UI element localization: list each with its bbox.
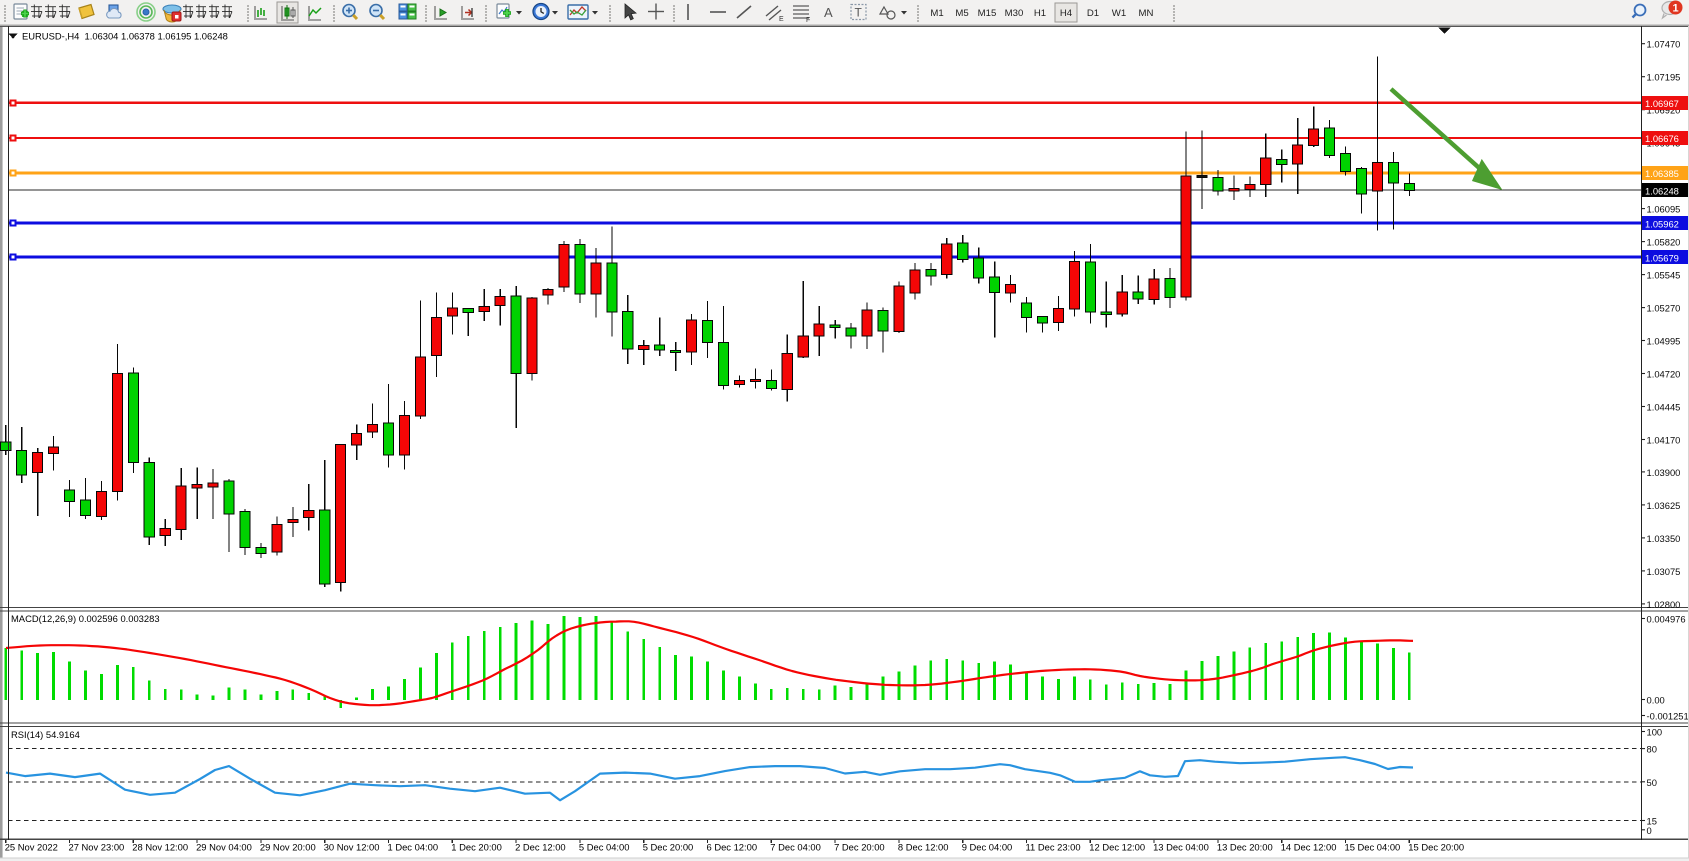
svg-text:6 Dec 12:00: 6 Dec 12:00 [707, 842, 758, 853]
svg-text:15 Dec 20:00: 15 Dec 20:00 [1408, 842, 1464, 853]
svg-text:A: A [824, 5, 833, 20]
svg-text:5 Dec 04:00: 5 Dec 04:00 [579, 842, 630, 853]
svg-text:13 Dec 20:00: 13 Dec 20:00 [1217, 842, 1273, 853]
svg-text:14 Dec 12:00: 14 Dec 12:00 [1281, 842, 1337, 853]
svg-text:1.04170: 1.04170 [1647, 435, 1681, 446]
svg-text:28 Nov 12:00: 28 Nov 12:00 [132, 842, 188, 853]
svg-text:0.004976: 0.004976 [1647, 614, 1686, 625]
svg-text:1.06248: 1.06248 [1645, 185, 1679, 196]
svg-text:9 Dec 04:00: 9 Dec 04:00 [962, 842, 1013, 853]
svg-text:W1: W1 [1112, 8, 1126, 19]
svg-text:D1: D1 [1087, 8, 1099, 19]
svg-text:1.05679: 1.05679 [1645, 252, 1679, 263]
svg-text:MN: MN [1139, 8, 1154, 19]
svg-text:1 Dec 04:00: 1 Dec 04:00 [388, 842, 439, 853]
svg-text:100: 100 [1647, 727, 1663, 738]
svg-text:H4: H4 [1060, 8, 1073, 19]
svg-text:8 Dec 12:00: 8 Dec 12:00 [898, 842, 949, 853]
svg-text:1.06967: 1.06967 [1645, 98, 1679, 109]
svg-text:RSI(14) 54.9164: RSI(14) 54.9164 [11, 729, 80, 740]
svg-text:27 Nov 23:00: 27 Nov 23:00 [69, 842, 125, 853]
svg-text:5 Dec 20:00: 5 Dec 20:00 [643, 842, 694, 853]
svg-text:1.03625: 1.03625 [1647, 500, 1681, 511]
svg-text:1.06920: 1.06920 [1647, 105, 1681, 116]
svg-text:M15: M15 [978, 8, 997, 19]
svg-text:F: F [806, 17, 810, 24]
svg-text:29 Nov 20:00: 29 Nov 20:00 [260, 842, 316, 853]
svg-text:1.05545: 1.05545 [1647, 270, 1681, 281]
svg-text:1.07195: 1.07195 [1647, 72, 1681, 83]
svg-text:1.06095: 1.06095 [1647, 204, 1681, 215]
svg-text:29 Nov 04:00: 29 Nov 04:00 [196, 842, 252, 853]
svg-text:12 Dec 12:00: 12 Dec 12:00 [1089, 842, 1145, 853]
svg-text:1.06385: 1.06385 [1645, 168, 1679, 179]
svg-text:15 Dec 04:00: 15 Dec 04:00 [1345, 842, 1401, 853]
svg-text:1.05962: 1.05962 [1645, 218, 1679, 229]
svg-text:1.05270: 1.05270 [1647, 303, 1681, 314]
svg-text:1 Dec 20:00: 1 Dec 20:00 [451, 842, 502, 853]
svg-text:1.06676: 1.06676 [1645, 133, 1679, 144]
svg-text:25 Nov 2022: 25 Nov 2022 [5, 842, 58, 853]
svg-text:50: 50 [1647, 777, 1657, 788]
svg-text:M30: M30 [1005, 8, 1024, 19]
svg-text:T: T [855, 6, 863, 20]
svg-text:MACD(12,26,9) 0.002596 0.00328: MACD(12,26,9) 0.002596 0.003283 [11, 613, 160, 624]
svg-text:M1: M1 [930, 8, 943, 19]
svg-text:M5: M5 [955, 8, 968, 19]
svg-text:E: E [779, 16, 784, 23]
svg-text:1.04720: 1.04720 [1647, 369, 1681, 380]
svg-text:EURUSD-,H4 1.06304 1.06378 1.: EURUSD-,H4 1.06304 1.06378 1.06195 1.062… [22, 31, 228, 42]
svg-text:7 Dec 04:00: 7 Dec 04:00 [770, 842, 821, 853]
svg-text:13 Dec 04:00: 13 Dec 04:00 [1153, 842, 1209, 853]
svg-text:1.05820: 1.05820 [1647, 237, 1681, 248]
svg-text:-0.001251: -0.001251 [1647, 711, 1689, 722]
svg-text:1.07470: 1.07470 [1647, 39, 1681, 50]
svg-text:1.03350: 1.03350 [1647, 533, 1681, 544]
svg-text:H1: H1 [1034, 8, 1046, 19]
svg-text:0.00: 0.00 [1647, 695, 1665, 706]
svg-text:1.04445: 1.04445 [1647, 402, 1681, 413]
svg-text:7 Dec 20:00: 7 Dec 20:00 [834, 842, 885, 853]
svg-text:1.03900: 1.03900 [1647, 467, 1681, 478]
svg-text:15: 15 [1647, 816, 1657, 827]
svg-text:11 Dec 23:00: 11 Dec 23:00 [1026, 842, 1081, 853]
svg-text:1.04995: 1.04995 [1647, 336, 1681, 347]
svg-text:2 Dec 12:00: 2 Dec 12:00 [515, 842, 566, 853]
svg-text:1.02800: 1.02800 [1647, 599, 1681, 610]
svg-text:30 Nov 12:00: 30 Nov 12:00 [324, 842, 380, 853]
svg-text:1.03075: 1.03075 [1647, 566, 1681, 577]
svg-text:0: 0 [1647, 825, 1652, 836]
svg-text:80: 80 [1647, 744, 1657, 755]
svg-text:1: 1 [1672, 3, 1678, 15]
